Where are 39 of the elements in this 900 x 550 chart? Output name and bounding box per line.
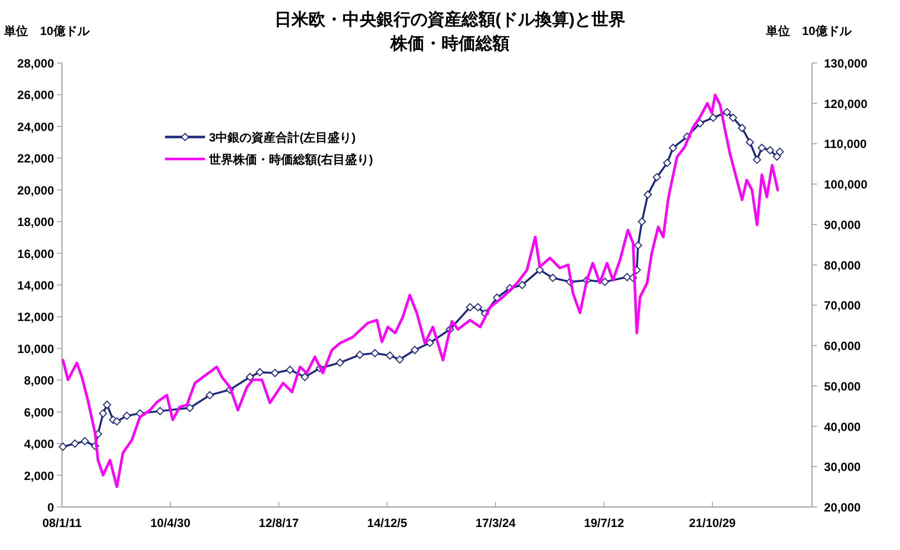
y-tick-label: 24,000 xyxy=(17,120,54,134)
y-axis-title: 単位 10億ドル xyxy=(3,24,90,38)
y2-tick-label: 60,000 xyxy=(824,339,862,354)
y-tick-label: 2,000 xyxy=(24,468,54,483)
x-tick-label: 21/10/29 xyxy=(689,516,736,530)
legend-label: 3中銀の資産合計(左目盛り) xyxy=(209,130,356,144)
y-tick-label: 6,000 xyxy=(24,405,54,420)
y2-axis-title: 単位 10億ドル xyxy=(765,24,852,38)
y2-tick-label: 120,000 xyxy=(824,96,868,111)
y2-tick-label: 50,000 xyxy=(824,379,862,394)
y2-tick-label: 110,000 xyxy=(824,137,868,152)
y-tick-label: 26,000 xyxy=(17,88,54,102)
y2-tick-label: 30,000 xyxy=(824,460,862,474)
y2-tick-label: 80,000 xyxy=(824,258,862,272)
y-tick-label: 22,000 xyxy=(17,152,54,166)
x-tick-label: 10/4/30 xyxy=(150,516,191,530)
y-tick-label: 18,000 xyxy=(17,215,54,230)
y-tick-label: 28,000 xyxy=(17,56,54,70)
x-tick-label: 12/8/17 xyxy=(258,516,300,530)
y-tick-label: 20,000 xyxy=(17,183,54,198)
y-tick-label: 4,000 xyxy=(24,437,54,452)
y2-tick-label: 20,000 xyxy=(824,500,862,514)
y-tick-label: 10,000 xyxy=(17,342,54,356)
x-tick-label: 17/3/24 xyxy=(476,516,516,530)
y2-tick-label: 100,000 xyxy=(824,178,868,192)
y-tick-label: 16,000 xyxy=(17,246,54,261)
chart-title: 日米欧・中央銀行の資産総額(ドル換算)と世界株価・時価総額 xyxy=(274,9,626,55)
legend-label: 世界株価・時価総額(右目盛り) xyxy=(208,152,373,166)
y-tick-label: 0 xyxy=(47,500,54,514)
y-tick-label: 12,000 xyxy=(17,310,54,324)
x-tick-label: 14/12/5 xyxy=(367,516,408,530)
y2-tick-label: 70,000 xyxy=(824,298,862,313)
y2-tick-label: 130,000 xyxy=(824,56,868,70)
y-tick-label: 14,000 xyxy=(17,278,54,292)
y2-tick-label: 90,000 xyxy=(824,218,862,232)
x-tick-label: 19/7/12 xyxy=(584,516,624,530)
y2-tick-label: 40,000 xyxy=(824,420,862,434)
y-tick-label: 8,000 xyxy=(24,374,54,388)
x-tick-label: 08/1/11 xyxy=(42,516,82,530)
